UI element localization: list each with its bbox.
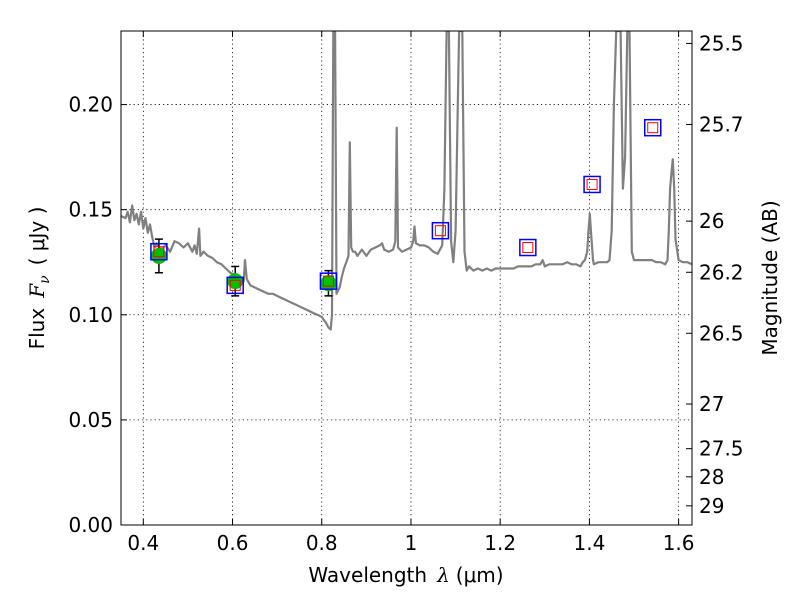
model-photometry-square [150,242,168,261]
model-photometry-square [583,175,601,194]
model-photometry-square [643,118,662,137]
y-tick-label: 0.00 [68,513,113,537]
model-photometry-square [519,238,537,257]
y2-tick-label: 26.2 [699,260,744,284]
y2-tick-label: 25.5 [699,31,744,55]
x-axis-title: Wavelength λ (μm) [308,563,503,587]
plot-frame [120,30,693,526]
x-tick-label: 1 [405,531,418,555]
x-tick-label: 0.8 [306,531,338,555]
model-photometry-square [319,272,338,290]
y-tick-label: 0.05 [68,408,113,432]
model-photometry-inner-square [522,242,534,254]
observed-point [150,247,167,264]
model-photometry-square [226,276,244,295]
y2-tick-label: 27.5 [699,437,744,461]
x-tick-label: 1.4 [573,531,605,555]
x-tick-label: 1.6 [663,531,695,555]
x-tick-label: 0.6 [217,531,249,555]
model-spectrum [121,31,692,331]
model-photometry-markers [150,118,662,295]
y2-axis-title: Magnitude (AB) [758,200,782,355]
model-photometry-inner-square [153,246,165,258]
y2-tick-label: 29 [699,494,724,518]
y2-axis-ticks: 25.5 25.7 26 26.2 26.5 27 27.5 28 29 [686,31,744,518]
y2-tick-label: 28 [699,465,724,489]
y-axis-ticks: 0.00 0.05 0.10 0.15 0.20 [68,93,127,537]
observed-point [227,273,244,290]
grid-lines [121,31,692,526]
model-photometry-square [431,221,450,240]
y-tick-label: 0.10 [68,303,113,327]
y2-tick-label: 27 [699,392,724,416]
y2-tick-label: 26.5 [699,321,744,345]
y2-tick-label: 26 [699,209,724,233]
model-photometry-inner-square [229,279,241,291]
model-photometry-inner-square [647,122,659,134]
y-axis-title: FluxFν( μJy ) [25,207,53,350]
y2-tick-label: 25.7 [699,112,744,136]
error-bars [154,238,333,297]
model-photometry-inner-square [434,225,446,237]
model-photometry-inner-square [586,178,598,190]
y-tick-label: 0.15 [68,198,113,222]
x-axis-ticks: 0.4 0.6 0.8 1 1.2 1.4 1.6 [127,31,695,555]
x-tick-label: 0.4 [127,531,159,555]
spectrum-line [121,31,692,331]
y-tick-label: 0.20 [68,93,113,117]
model-photometry-inner-square [322,275,334,287]
observed-point [320,275,337,292]
x-tick-label: 1.2 [484,531,516,555]
